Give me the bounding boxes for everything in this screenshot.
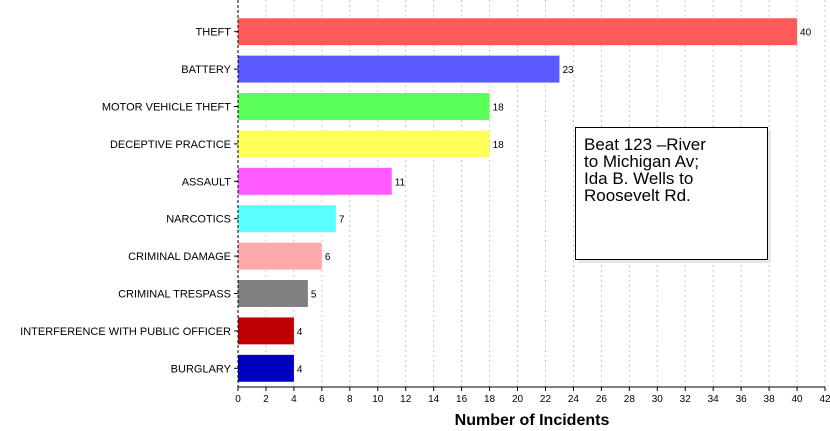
value-label: 6 — [325, 252, 331, 263]
category-label: THEFT — [196, 27, 232, 39]
x-tick-label: 10 — [372, 394, 384, 405]
beat-annotation-text: Beat 123 –River to Michigan Av; Ida B. W… — [584, 135, 706, 205]
beat-annotation-box: Beat 123 –River to Michigan Av; Ida B. W… — [575, 127, 768, 260]
x-tick-label: 0 — [235, 394, 241, 405]
category-label: INTERFERENCE WITH PUBLIC OFFICER — [20, 326, 231, 338]
value-label: 40 — [800, 28, 812, 39]
category-label: CRIMINAL TRESPASS — [118, 289, 231, 301]
bar — [238, 18, 798, 46]
bar — [238, 205, 336, 233]
bar — [238, 354, 294, 382]
x-tick-label: 34 — [708, 394, 720, 405]
value-label: 11 — [395, 177, 406, 188]
category-label: BATTERY — [181, 64, 231, 76]
x-tick-label: 18 — [484, 394, 496, 405]
value-label: 5 — [311, 290, 317, 301]
x-axis-label: Number of Incidents — [455, 412, 610, 429]
x-tick-label: 32 — [680, 394, 692, 405]
x-tick-label: 30 — [652, 394, 664, 405]
x-tick-label: 16 — [456, 394, 468, 405]
value-label: 4 — [297, 364, 303, 375]
x-tick-label: 40 — [791, 394, 803, 405]
bar — [238, 242, 322, 270]
category-label: BURGLARY — [171, 363, 232, 375]
category-label: ASSAULT — [182, 176, 232, 188]
x-tick-label: 8 — [347, 394, 353, 405]
bar — [238, 317, 294, 345]
x-tick-label: 2 — [263, 394, 269, 405]
value-label: 18 — [493, 140, 505, 151]
bar — [238, 93, 490, 120]
value-label: 23 — [562, 65, 574, 76]
category-label: NARCOTICS — [166, 214, 231, 226]
value-label: 4 — [297, 327, 303, 338]
category-label: DECEPTIVE PRACTICE — [110, 139, 231, 151]
bar — [238, 167, 392, 195]
bars — [238, 18, 798, 382]
x-tick-label: 20 — [512, 394, 524, 405]
x-tick-label: 14 — [428, 394, 440, 405]
value-label: 7 — [339, 215, 345, 226]
bar — [238, 280, 308, 307]
x-tick-label: 24 — [568, 394, 580, 405]
x-tick-label: 12 — [400, 394, 412, 405]
x-tick-label: 42 — [819, 394, 830, 405]
category-label: CRIMINAL DAMAGE — [128, 251, 231, 263]
value-label: 18 — [493, 103, 505, 114]
x-tick-label: 4 — [291, 394, 297, 405]
bar — [238, 55, 560, 83]
x-tick-label: 6 — [319, 394, 325, 405]
x-tick-label: 36 — [736, 394, 748, 405]
category-label: MOTOR VEHICLE THEFT — [102, 102, 231, 114]
bar — [238, 130, 490, 158]
x-tick-label: 28 — [624, 394, 636, 405]
x-tick-label: 38 — [764, 394, 776, 405]
x-tick-label: 22 — [540, 394, 552, 405]
x-tick-label: 26 — [596, 394, 608, 405]
